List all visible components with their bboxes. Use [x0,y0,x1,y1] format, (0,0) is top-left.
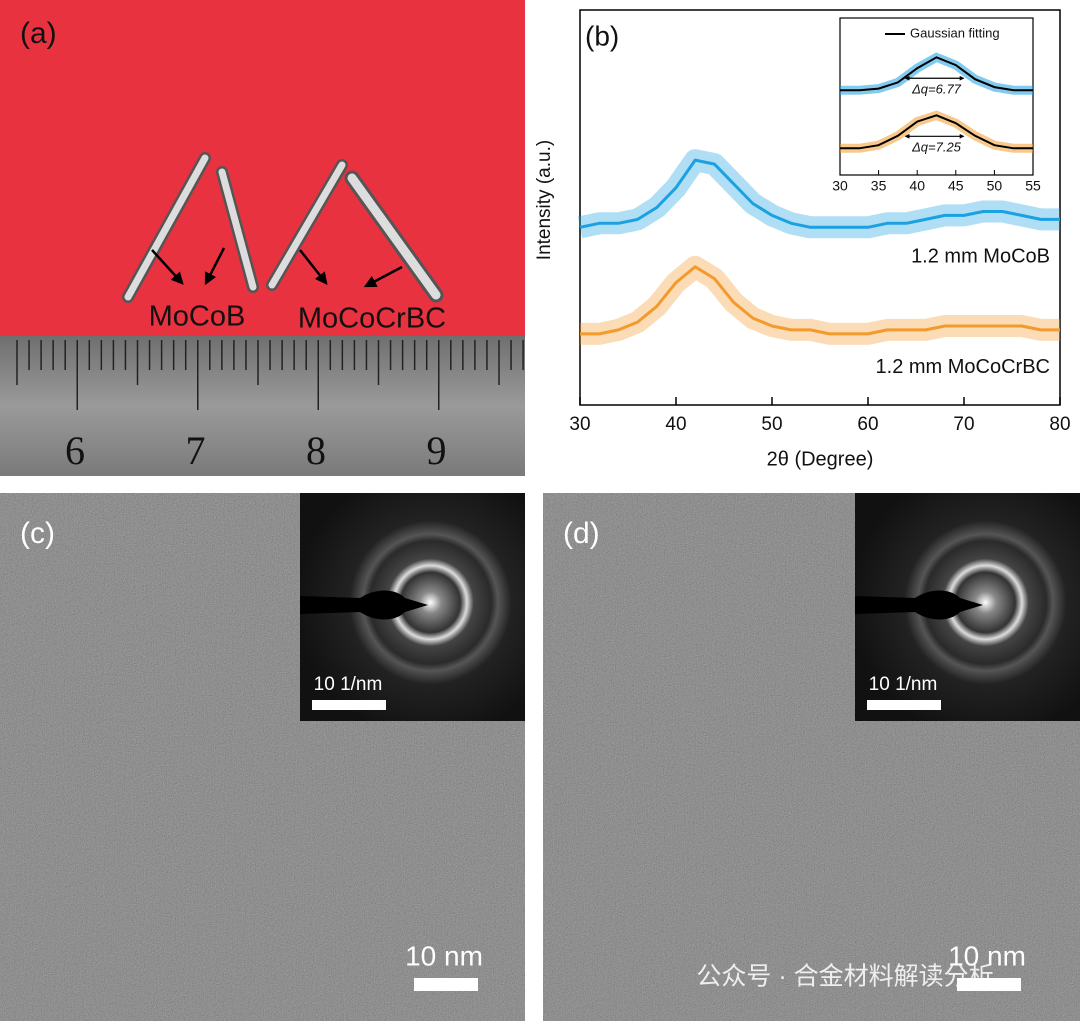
scale-bar [957,978,1021,991]
x-tick-label: 40 [665,414,686,435]
ruler-ticks [16,340,524,410]
legend-label: Gaussian fitting [910,25,1000,40]
x-tick-label: 80 [1049,414,1070,435]
plot-frame [579,9,1061,406]
ruler-number: 7 [186,428,206,473]
panel-label: (a) [20,17,57,50]
inset-fit-line [840,114,1033,150]
ruler [0,336,525,476]
ruler-number: 6 [65,428,85,473]
panel-d: 10 1/nm (d) 10 nm [543,493,1080,1021]
series-label: 1.2 mm MoCoB [911,246,1050,268]
inset-scale-label: 10 1/nm [314,674,383,695]
panel-a: (a) MoCoB MoCoCrBC 6 7 8 9 [0,0,525,476]
rods [122,152,444,303]
data-band [580,255,1060,345]
panel-c: 10 1/nm (c) 10 nm [0,493,525,1021]
panel-b: (b) 30 40 50 60 70 80 2θ (Degree) Intensity (a.… [534,9,1071,470]
inset-x-tick-label: 30 [832,178,848,194]
inset-x-tick-label: 55 [1025,178,1041,194]
inset-fit-line [840,56,1033,92]
width-label: Δq=7.25 [911,140,962,155]
scale-bar [414,978,478,991]
panel-label: (b) [585,20,619,51]
width-label: Δq=6.77 [911,82,962,97]
series-line [579,158,1060,229]
panel-label: (d) [563,517,600,550]
ruler-numbers: 6 7 8 9 [65,428,447,473]
inset-scale-bar [312,700,386,710]
sample-label: MoCoCrBC [298,303,446,335]
inset-x-tick-label: 40 [909,178,925,194]
ruler-number: 8 [306,428,326,473]
x-tick-label: 60 [857,414,878,435]
inset-scale-bar [867,700,941,710]
series-label: 1.2 mm MoCoCrBC [876,356,1050,378]
photo-background [0,0,525,336]
inset-x-tick-label: 45 [948,178,964,194]
y-axis-label: Intensity (a.u.) [534,140,555,260]
x-tick-label: 30 [569,414,590,435]
arrows [151,247,403,288]
x-axis-label: 2θ (Degree) [767,448,874,470]
beam-stop [855,590,983,620]
panel-label: (c) [20,517,55,550]
inset-x-tick-label: 50 [987,178,1003,194]
ruler-number: 9 [427,428,447,473]
inset-scale-label: 10 1/nm [869,674,938,695]
scale-label: 10 nm [948,940,1026,971]
beam-stop [300,590,428,620]
x-tick-label: 50 [761,414,782,435]
series-line [580,265,1060,336]
x-tick-label: 70 [953,414,974,435]
inset-x-tick-label: 35 [871,178,887,194]
watermark: 公众号 · 合金材料解读分析 [696,963,993,991]
scale-label: 10 nm [405,940,483,971]
sample-label: MoCoB [149,301,246,333]
